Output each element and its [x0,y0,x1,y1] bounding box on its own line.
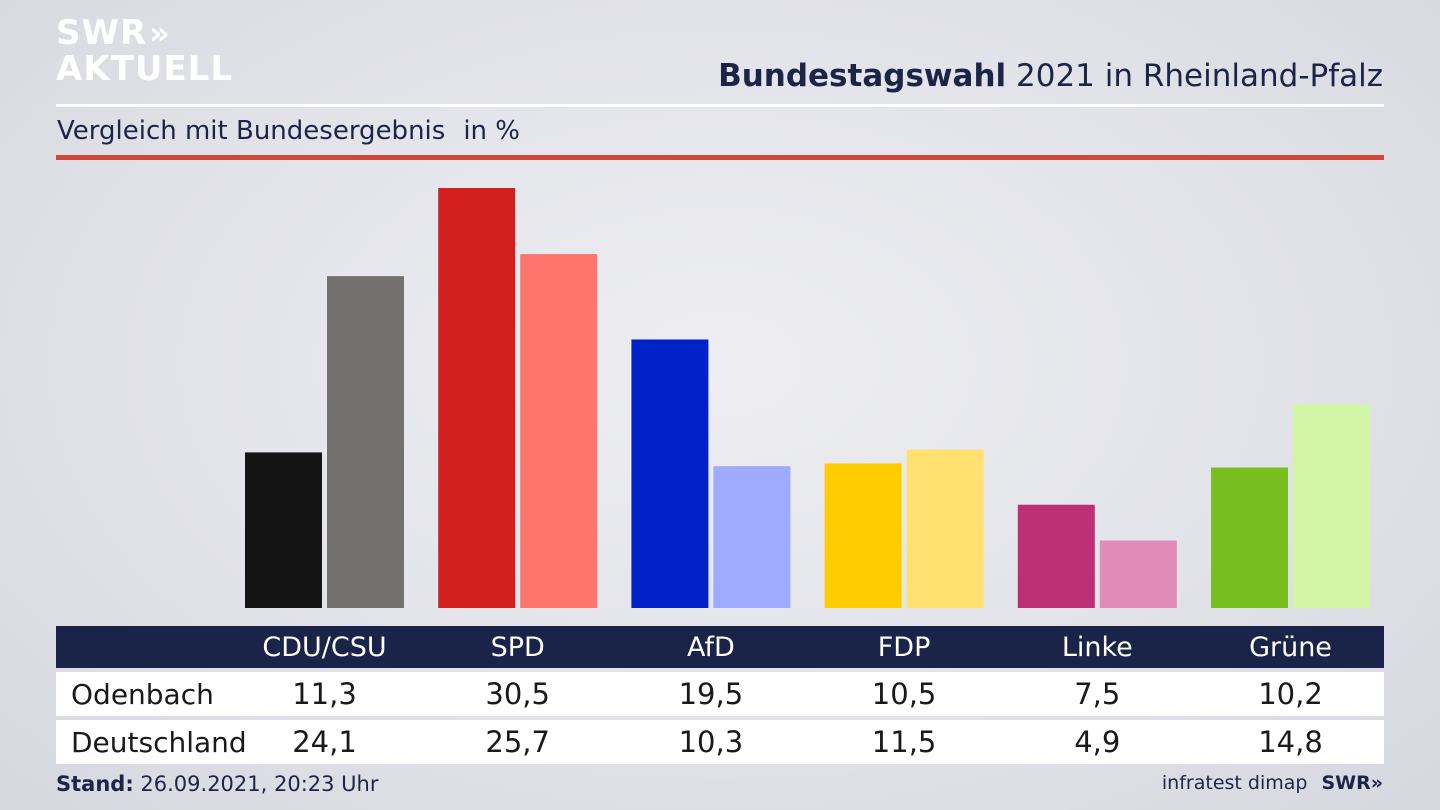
bar-cdu-csu-deutschland [327,276,404,608]
value-deutschland-fdp: 11,5 [871,725,937,759]
source-brand-logo: SWR» [1321,772,1383,794]
subtitle-divider [56,155,1384,160]
stand-value: 26.09.2021, 20:23 Uhr [133,772,379,796]
source-name: infratest dimap [1161,772,1308,794]
bar-cdu-csu-odenbach [245,452,322,608]
title-rest: 2021 in Rheinland-Pfalz [1006,58,1383,94]
bar-gr-ne-odenbach [1211,467,1288,608]
row-label: Deutschland [71,725,247,759]
value-deutschland-cdu-csu: 24,1 [292,725,357,759]
value-deutschland-spd: 25,7 [485,725,550,759]
chart-subtitle: Vergleich mit Bundesergebnis in % [57,116,520,146]
column-header-linke: Linke [1061,631,1133,663]
bar-chart [245,188,1370,608]
value-deutschland-linke: 4,9 [1074,725,1121,759]
bar-fdp-odenbach [824,463,902,608]
column-header-cdu-csu: CDU/CSU [262,631,387,663]
value-odenbach-afd: 19,5 [678,677,744,711]
stand-label: Stand: [56,772,134,796]
column-header-spd: SPD [490,631,545,663]
column-header-gr-ne: Grüne [1249,631,1332,663]
bar-fdp-deutschland [906,449,984,608]
subtitle-unit: in % [463,116,520,146]
bar-spd-deutschland [520,254,598,608]
value-deutschland-afd: 10,3 [678,725,744,759]
footer-timestamp: Stand: 26.09.2021, 20:23 Uhr [56,772,379,796]
results-table: CDU/CSU SPD AfD FDP Linke Grüne Odenbach 11,3… [56,626,1384,764]
swr-aktuell-logo: SWR» AKTUELL [56,16,233,86]
subtitle-text: Vergleich mit Bundesergebnis [57,116,446,146]
column-header-afd: AfD [686,631,735,663]
logo-swr: SWR [56,13,148,53]
table-row-deutschland: Deutschland 24,1 25,7 10,3 11,5 4,9 14,8 [56,720,1384,764]
table-header: CDU/CSU SPD AfD FDP Linke Grüne [56,626,1384,668]
bar-linke-deutschland [1099,540,1177,608]
value-odenbach-fdp: 10,5 [871,677,937,711]
bar-gr-ne-deutschland [1293,404,1370,608]
bar-afd-deutschland [713,466,791,608]
bar-linke-odenbach [1017,504,1095,608]
footer-source: infratest dimap SWR» [1162,772,1383,794]
value-odenbach-cdu-csu: 11,3 [292,677,357,711]
bar-afd-odenbach [631,339,709,608]
value-odenbach-linke: 7,5 [1074,677,1121,711]
bar-spd-odenbach [438,188,516,608]
column-header-fdp: FDP [877,631,931,663]
page-title: Bundestagswahl 2021 in Rheinland-Pfalz [718,58,1383,94]
value-deutschland-gr-ne: 14,8 [1258,725,1323,759]
title-divider [56,104,1384,107]
logo-aktuell: AKTUELL [56,49,234,89]
value-odenbach-spd: 30,5 [485,677,550,711]
row-label: Odenbach [71,677,214,711]
title-bold: Bundestagswahl [718,58,1007,94]
value-odenbach-gr-ne: 10,2 [1258,677,1323,711]
table-row-odenbach: Odenbach 11,3 30,5 19,5 10,5 7,5 10,2 [56,672,1384,716]
